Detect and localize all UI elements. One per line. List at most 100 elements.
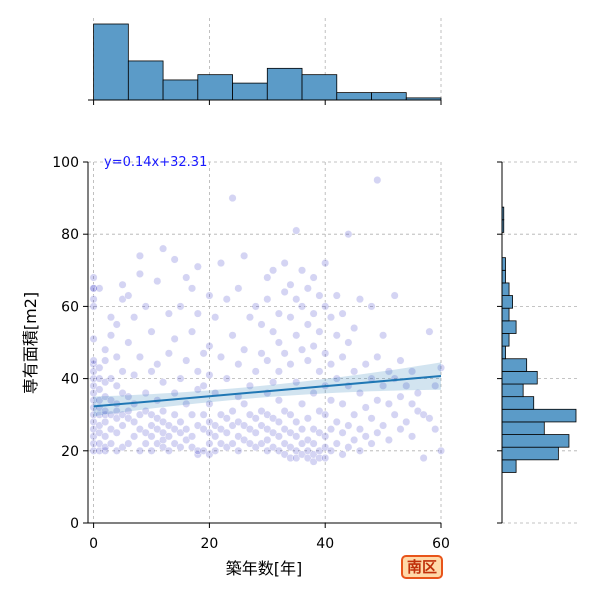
scatter-point — [361, 432, 370, 441]
scatter-point — [350, 324, 359, 333]
scatter-point — [245, 313, 254, 322]
scatter-point — [263, 410, 272, 419]
scatter-point — [332, 417, 341, 426]
scatter-point — [118, 410, 127, 419]
scatter-point — [95, 385, 104, 394]
scatter-point — [95, 410, 104, 419]
scatter-point — [234, 446, 243, 455]
x-tick-label: 20 — [200, 536, 218, 552]
scatter-point — [303, 356, 312, 365]
scatter-point — [89, 410, 98, 419]
scatter-point — [176, 302, 185, 311]
scatter-point — [245, 439, 254, 448]
scatter-point — [413, 388, 422, 398]
scatter-point — [303, 453, 312, 463]
scatter-point — [159, 244, 168, 253]
scatter-point — [193, 262, 202, 271]
scatter-point — [384, 367, 393, 376]
scatter-point — [95, 428, 104, 437]
scatter-point — [390, 410, 399, 419]
scatter-point — [338, 399, 347, 408]
scatter-point — [321, 349, 330, 358]
scatter-point — [431, 381, 440, 390]
scatter-point — [89, 425, 98, 434]
scatter-point — [286, 360, 295, 369]
scatter-point — [170, 425, 179, 434]
scatter-point — [257, 349, 266, 358]
y-axis-label: 専有面積[m2] — [21, 292, 40, 394]
scatter-point — [153, 277, 162, 286]
right-histogram-bar — [501, 269, 506, 284]
y-tick-label: 60 — [61, 299, 79, 315]
scatter-point — [176, 374, 185, 383]
y-tick-label: 100 — [52, 155, 79, 171]
scatter-point — [321, 302, 330, 311]
scatter-point — [251, 302, 260, 311]
scatter-point — [280, 407, 289, 416]
scatter-point — [101, 356, 110, 365]
scatter-point — [280, 287, 289, 297]
right-histogram-bar — [501, 459, 517, 473]
scatter-point — [199, 381, 208, 390]
scatter-point — [118, 443, 127, 452]
scatter-point — [280, 425, 289, 434]
scatter-point — [245, 410, 254, 419]
scatter-point — [222, 428, 231, 437]
scatter-point — [176, 443, 185, 452]
right-histogram-bar — [501, 345, 506, 360]
scatter-point — [182, 356, 191, 365]
scatter-point — [263, 273, 272, 282]
scatter-point — [187, 327, 197, 336]
scatter-point — [159, 378, 168, 387]
scatter-point — [274, 417, 283, 426]
scatter-point — [182, 273, 191, 282]
scatter-point — [216, 352, 226, 361]
y-tick-label: 80 — [61, 227, 79, 243]
scatter-point — [292, 378, 301, 387]
scatter-point — [95, 439, 104, 448]
scatter-point — [124, 338, 133, 347]
scatter-point — [135, 352, 144, 361]
scatter-point — [187, 443, 197, 452]
scatter-point — [321, 259, 330, 268]
scatter-point — [257, 407, 266, 416]
scatter-point — [321, 410, 330, 419]
scatter-point — [315, 453, 324, 463]
top-histogram-bar — [93, 23, 129, 101]
scatter-point — [269, 327, 278, 336]
scatter-point — [274, 367, 283, 376]
scatter-point — [118, 280, 127, 289]
scatter-point — [344, 338, 353, 347]
scatter-point — [153, 360, 162, 369]
scatter-point — [124, 414, 133, 423]
scatter-point — [153, 414, 162, 423]
scatter-point — [228, 331, 237, 340]
scatter-point — [216, 410, 226, 419]
right-histogram-bar — [501, 383, 524, 398]
scatter-point — [147, 432, 156, 441]
scatter-point — [309, 439, 318, 448]
scatter-point — [130, 313, 139, 322]
scatter-point — [164, 309, 173, 318]
scatter-point — [274, 432, 283, 441]
x-tick-label: 0 — [89, 536, 98, 552]
right-histogram-bar — [501, 370, 538, 385]
scatter-point — [153, 439, 162, 448]
scatter-point — [234, 360, 243, 369]
scatter-point — [396, 425, 405, 434]
scatter-point — [205, 428, 214, 437]
right-histogram-bar — [501, 295, 513, 309]
region-badge: 南区 — [401, 555, 443, 579]
scatter-point — [297, 439, 307, 448]
scatter-point — [326, 396, 336, 405]
scatter-point — [315, 367, 324, 376]
scatter-point — [292, 417, 301, 426]
scatter-point — [251, 428, 260, 437]
scatter-point — [199, 446, 208, 455]
scatter-point — [274, 338, 283, 347]
scatter-point — [269, 428, 278, 437]
scatter-point — [89, 374, 98, 383]
right-histogram-bar — [501, 396, 535, 410]
scatter-point — [332, 291, 341, 300]
scatter-point — [245, 425, 254, 434]
